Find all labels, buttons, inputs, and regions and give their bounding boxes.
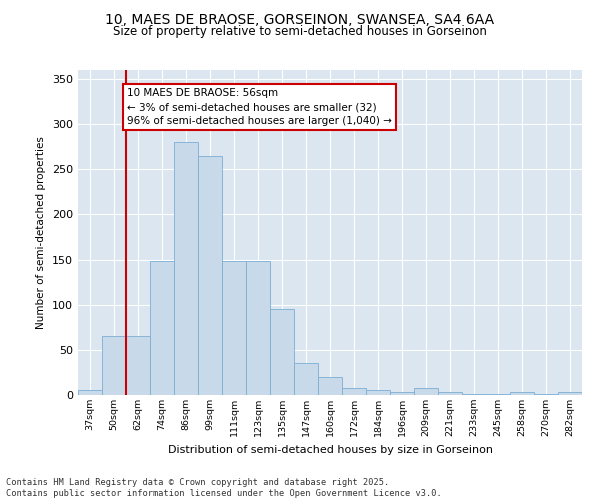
- Text: Size of property relative to semi-detached houses in Gorseinon: Size of property relative to semi-detach…: [113, 25, 487, 38]
- Bar: [174, 142, 198, 395]
- Bar: [270, 309, 294, 395]
- Bar: [150, 262, 174, 395]
- Bar: [126, 336, 150, 395]
- Bar: [294, 364, 318, 395]
- Bar: [510, 392, 534, 395]
- Text: 10, MAES DE BRAOSE, GORSEINON, SWANSEA, SA4 6AA: 10, MAES DE BRAOSE, GORSEINON, SWANSEA, …: [106, 12, 494, 26]
- Bar: [246, 262, 270, 395]
- Bar: [486, 394, 510, 395]
- Bar: [342, 388, 366, 395]
- Bar: [462, 394, 486, 395]
- Bar: [390, 392, 414, 395]
- Bar: [414, 388, 438, 395]
- X-axis label: Distribution of semi-detached houses by size in Gorseinon: Distribution of semi-detached houses by …: [167, 444, 493, 454]
- Bar: [198, 156, 222, 395]
- Bar: [318, 377, 342, 395]
- Bar: [558, 392, 582, 395]
- Text: 10 MAES DE BRAOSE: 56sqm
← 3% of semi-detached houses are smaller (32)
96% of se: 10 MAES DE BRAOSE: 56sqm ← 3% of semi-de…: [127, 88, 392, 126]
- Bar: [102, 336, 126, 395]
- Y-axis label: Number of semi-detached properties: Number of semi-detached properties: [37, 136, 46, 329]
- Bar: [438, 392, 462, 395]
- Bar: [366, 390, 390, 395]
- Text: Contains HM Land Registry data © Crown copyright and database right 2025.
Contai: Contains HM Land Registry data © Crown c…: [6, 478, 442, 498]
- Bar: [222, 262, 246, 395]
- Bar: [78, 390, 102, 395]
- Bar: [534, 394, 558, 395]
